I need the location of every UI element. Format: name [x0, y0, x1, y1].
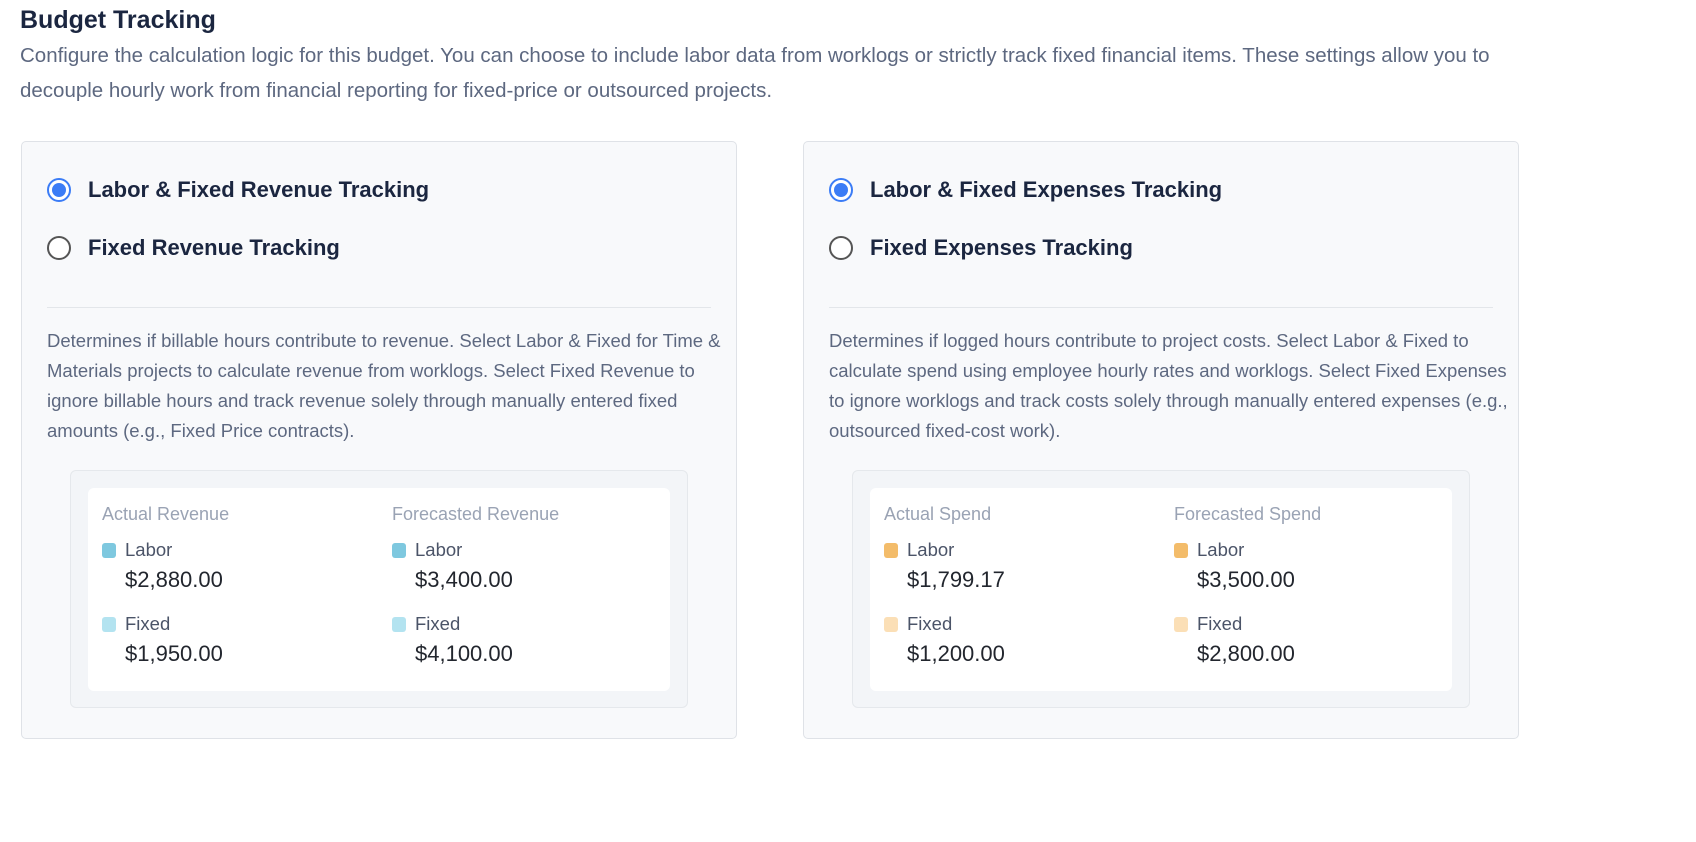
divider	[47, 307, 711, 308]
fixed-legend: Fixed	[1174, 613, 1321, 635]
fixed-value: $1,950.00	[125, 641, 223, 666]
labor-label: Labor	[125, 539, 173, 560]
labor-legend: Labor	[392, 539, 559, 561]
radio-button[interactable]	[47, 236, 71, 260]
column-title: Forecasted Revenue	[392, 504, 560, 524]
column-title: Actual Revenue	[102, 504, 230, 524]
expenses-option-fixed[interactable]: Fixed Expenses Tracking	[829, 235, 1133, 261]
page-description: Configure the calculation logic for this…	[20, 44, 1490, 102]
summary-column: Actual Revenue Labor $2,880.00 Fixed $1,…	[102, 504, 229, 687]
fixed-value: $4,100.00	[415, 641, 513, 666]
option-label: Fixed Revenue Tracking	[88, 235, 340, 260]
divider	[829, 307, 1493, 308]
summary-column: Forecasted Spend Labor $3,500.00 Fixed $…	[1174, 504, 1321, 687]
fixed-swatch-icon	[392, 616, 406, 632]
option-label: Labor & Fixed Expenses Tracking	[870, 177, 1223, 202]
fixed-swatch-icon	[884, 616, 898, 632]
labor-value: $3,400.00	[415, 567, 513, 592]
expenses-help-text: Determines if logged hours contribute to…	[829, 330, 1508, 441]
fixed-label: Fixed	[125, 613, 171, 634]
labor-value: $1,799.17	[907, 567, 1005, 592]
labor-value: $3,500.00	[1197, 567, 1295, 592]
summary-column: Actual Spend Labor $1,799.17 Fixed $1,20…	[884, 504, 1005, 687]
labor-swatch-icon	[884, 542, 898, 558]
column-title: Actual Spend	[884, 504, 992, 524]
fixed-legend: Fixed	[392, 613, 559, 635]
expenses-option-labor-fixed[interactable]: Labor & Fixed Expenses Tracking	[829, 177, 1222, 203]
labor-legend: Labor	[884, 539, 1005, 561]
option-label: Labor & Fixed Revenue Tracking	[88, 177, 430, 202]
labor-legend: Labor	[1174, 539, 1321, 561]
labor-label: Labor	[907, 539, 955, 560]
revenue-help-text: Determines if billable hours contribute …	[47, 330, 721, 441]
fixed-label: Fixed	[907, 613, 953, 634]
revenue-tracking-card: Labor & Fixed Revenue Tracking Fixed Rev…	[21, 141, 737, 739]
labor-swatch-icon	[392, 542, 406, 558]
expenses-tracking-card: Labor & Fixed Expenses Tracking Fixed Ex…	[803, 141, 1519, 739]
page-title: Budget Tracking	[20, 6, 216, 34]
revenue-option-fixed[interactable]: Fixed Revenue Tracking	[47, 235, 340, 261]
expenses-summary-preview: Actual Spend Labor $1,799.17 Fixed $1,20…	[852, 470, 1470, 708]
radio-button[interactable]	[47, 178, 71, 202]
labor-value: $2,880.00	[125, 567, 223, 592]
option-label: Fixed Expenses Tracking	[870, 235, 1133, 260]
revenue-summary-preview: Actual Revenue Labor $2,880.00 Fixed $1,…	[70, 470, 688, 708]
labor-swatch-icon	[102, 542, 116, 558]
fixed-label: Fixed	[1197, 613, 1243, 634]
fixed-swatch-icon	[1174, 616, 1188, 632]
labor-label: Labor	[415, 539, 463, 560]
column-title: Forecasted Spend	[1174, 504, 1322, 524]
fixed-label: Fixed	[415, 613, 461, 634]
revenue-option-labor-fixed[interactable]: Labor & Fixed Revenue Tracking	[47, 177, 429, 203]
fixed-legend: Fixed	[884, 613, 1005, 635]
summary-panel: Actual Revenue Labor $2,880.00 Fixed $1,…	[88, 488, 670, 691]
radio-button[interactable]	[829, 236, 853, 260]
fixed-swatch-icon	[102, 616, 116, 632]
labor-label: Labor	[1197, 539, 1245, 560]
fixed-value: $1,200.00	[907, 641, 1005, 666]
summary-panel: Actual Spend Labor $1,799.17 Fixed $1,20…	[870, 488, 1452, 691]
fixed-value: $2,800.00	[1197, 641, 1295, 666]
fixed-legend: Fixed	[102, 613, 229, 635]
radio-button[interactable]	[829, 178, 853, 202]
summary-column: Forecasted Revenue Labor $3,400.00 Fixed…	[392, 504, 559, 687]
labor-swatch-icon	[1174, 542, 1188, 558]
labor-legend: Labor	[102, 539, 229, 561]
